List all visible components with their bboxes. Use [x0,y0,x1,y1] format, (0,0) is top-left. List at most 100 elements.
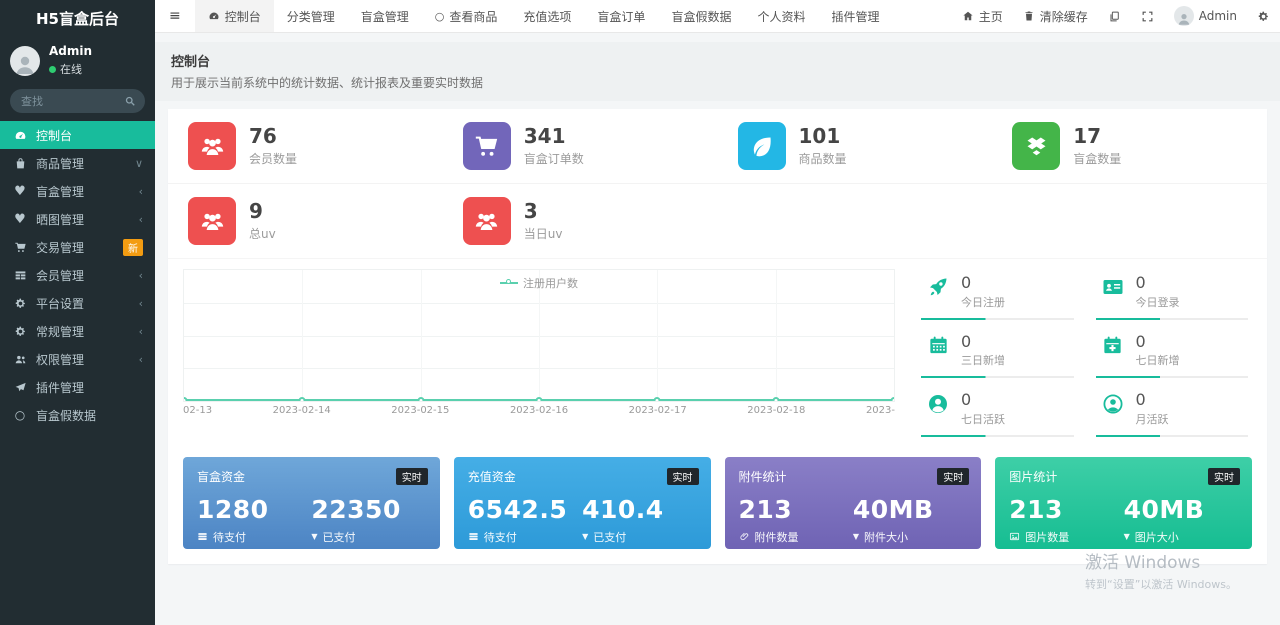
tab-view-goods[interactable]: ○ 查看商品 [422,0,511,32]
table-icon [12,269,28,282]
users-group-icon [462,197,511,245]
card-value: 6542.5 [467,494,568,524]
realtime-badge: 实时 [1208,467,1240,485]
stat-underline [921,317,1074,320]
chevron-left-icon: ‹ [138,352,143,366]
sidebar-item-label: 插件管理 [36,380,85,395]
sidebar-toggle-button[interactable]: ≡ [155,0,195,32]
sidebar-item-fakedata[interactable]: ○ 盲盒假数据 [0,401,155,429]
main-content: 控制台 用于展示当前系统中的统计数据、统计报表及重要实时数据 76 会员数量 34… [155,0,1280,564]
sidebar-menu: 控制台 商品管理 ∨ ♥ 盲盒管理 ‹ ♥ 晒图管理 ‹ 交易管理 新 会员管理… [0,121,155,429]
box-icon [1012,122,1061,170]
realtime-badge: 实时 [937,467,970,485]
chart-legend[interactable]: 注册用户数 [500,275,578,291]
dashboard-icon [12,129,28,142]
chart-section: 注册用户数 2023-02-13 2023-02-14 2023-02-15 2… [168,259,1267,445]
stat-total-uv: 9 总uv [168,184,443,258]
page-subtitle: 用于展示当前系统中的统计数据、统计报表及重要实时数据 [171,76,484,90]
card-attachments: 附件统计 实时 213 附件数量 40MB ▼ 附件大小 [724,456,982,549]
data-point[interactable] [890,397,894,401]
data-point[interactable] [184,397,188,401]
cart-icon [462,122,511,170]
user-name: Admin [1198,9,1237,23]
paper-plane-icon [12,381,28,394]
sidebar-item-label: 权限管理 [36,352,85,367]
sidebar-item-label: 常规管理 [36,324,85,339]
data-point[interactable] [298,397,306,401]
avatar [10,45,40,76]
sidebar-item-label: 交易管理 [36,240,85,255]
x-tick: 2023-02-16 [509,405,569,416]
copy-button[interactable] [1098,0,1131,32]
data-point[interactable] [653,397,661,401]
card-label: 图片大小 [1134,530,1179,544]
stat-box-orders: 341 盲盒订单数 [442,109,718,184]
sidebar-item-trade[interactable]: 交易管理 新 [0,233,155,261]
sidebar-item-platform-settings[interactable]: 平台设置 ‹ [0,289,155,317]
person-icon [16,56,34,74]
data-point[interactable] [772,397,780,401]
quick-stat-value: 0 [1135,273,1146,292]
tab-box-orders[interactable]: 盲盒订单 [584,0,658,32]
settings-button[interactable] [1247,0,1280,32]
fullscreen-button[interactable] [1131,0,1164,32]
gear-icon [12,297,28,310]
chevron-left-icon: ‹ [138,324,143,338]
sidebar-item-permissions[interactable]: 权限管理 ‹ [0,345,155,373]
calendar-icon [925,333,951,359]
quick-stat-value: 0 [961,331,972,351]
stat-members: 76 会员数量 [168,109,443,184]
stat-value: 101 [798,124,841,148]
sidebar-item-members[interactable]: 会员管理 ‹ [0,261,155,289]
sidebar-item-general[interactable]: 常规管理 ‹ [0,317,155,345]
stat-row-2: 9 总uv 3 当日uv [168,184,1267,259]
sidebar-item-goods[interactable]: 商品管理 ∨ [0,149,155,177]
sidebar-item-blindbox[interactable]: ♥ 盲盒管理 ‹ [0,177,155,205]
tab-plugins[interactable]: 插件管理 [818,0,892,32]
sidebar-item-plugins[interactable]: 插件管理 [0,373,155,401]
registered-users-chart: 注册用户数 2023-02-13 2023-02-14 2023-02-15 2… [183,269,895,441]
search-icon[interactable] [124,95,136,110]
chevron-down-icon: ∨ [134,156,143,170]
sidebar-user-panel: Admin 在线 [0,38,155,85]
tab-dashboard[interactable]: 控制台 [194,0,274,32]
search-input[interactable] [10,89,145,113]
heart-icon: ♥ [14,211,26,227]
sidebar-item-label: 盲盒管理 [36,184,85,199]
home-button[interactable]: 主页 [952,0,1013,32]
user-menu[interactable]: Admin [1164,0,1247,32]
tab-categories[interactable]: 分类管理 [274,0,348,32]
stat-row-1: 76 会员数量 341 盲盒订单数 101 商品数量 17 盲盒数量 [168,109,1267,184]
tab-fake-data[interactable]: 盲盒假数据 [658,0,744,32]
sidebar-item-label: 商品管理 [36,156,85,171]
realtime-badge: 实时 [666,467,699,485]
stat-label: 商品数量 [798,152,847,166]
clear-cache-button[interactable]: 清除缓存 [1013,0,1098,32]
dashboard-panel: 76 会员数量 341 盲盒订单数 101 商品数量 17 盲盒数量 9 总uv [168,109,1267,564]
sidebar-item-dashboard[interactable]: 控制台 [0,121,155,149]
stat-value: 9 [249,199,263,223]
stat-label: 盲盒订单数 [523,152,584,166]
tab-label: 插件管理 [831,9,880,24]
bag-icon [12,157,28,170]
tab-label: 充值选项 [523,9,572,24]
card-title: 盲盒资金 [197,469,246,484]
chevron-left-icon: ‹ [138,296,143,310]
card-value: 410.4 [582,494,664,524]
sidebar-item-label: 会员管理 [36,268,85,283]
data-point[interactable] [417,397,425,401]
sidebar-item-photos[interactable]: ♥ 晒图管理 ‹ [0,205,155,233]
circle-icon: ○ [434,9,445,23]
quick-stat-today-register: 0 今日注册 [921,269,1074,324]
stat-value: 3 [523,199,538,223]
card-images: 图片统计 实时 213 图片数量 40MB ▼ 图片大小 [995,456,1252,549]
tab-recharge-options[interactable]: 充值选项 [510,0,584,32]
tab-blindbox[interactable]: 盲盒管理 [348,0,422,32]
quick-stat-label: 月活跃 [1135,412,1169,426]
tab-profile[interactable]: 个人资料 [744,0,818,32]
quick-stat-value: 0 [961,390,972,410]
cart-icon [12,241,28,254]
card-recharge-funds: 充值资金 实时 6542.5 待支付 410.4 ▼ 已支付 [453,456,711,549]
data-point[interactable] [535,397,543,401]
image-icon [1010,533,1020,541]
